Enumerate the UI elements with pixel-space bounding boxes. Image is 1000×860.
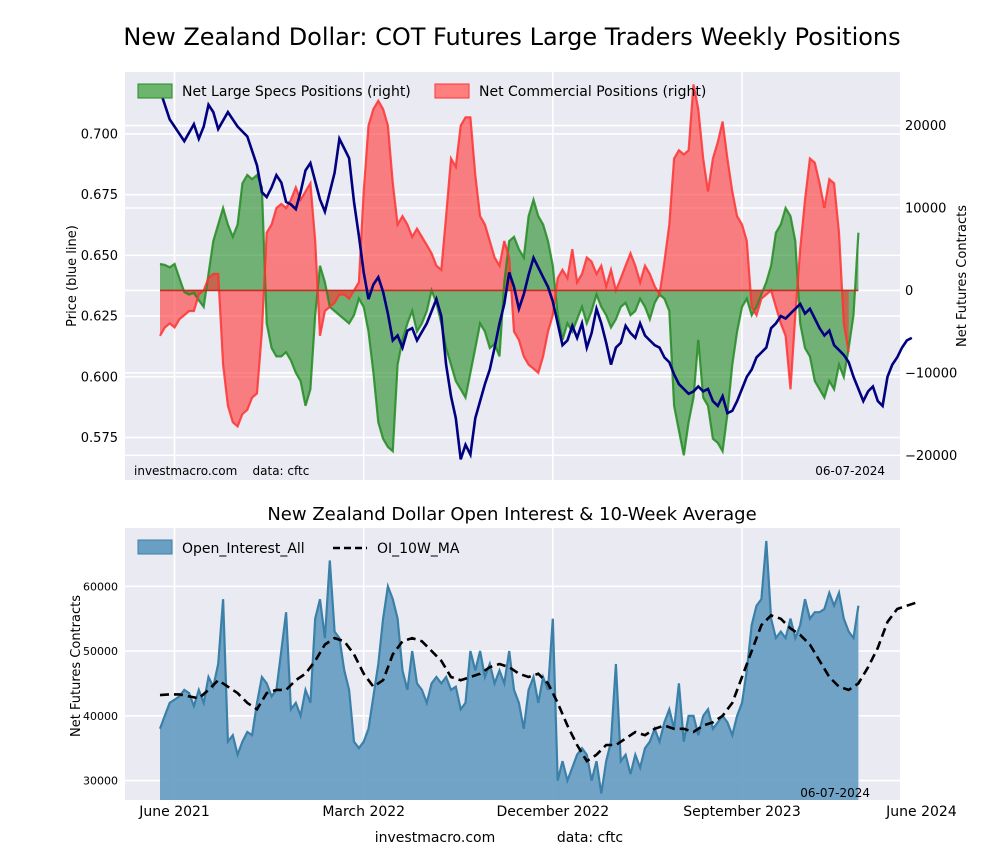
price-tick-label: 0.575: [81, 431, 118, 446]
legend-swatch-open-interest: [137, 539, 173, 555]
bottom-date-annotation: 06-07-2024: [800, 786, 870, 800]
net-large-specs-area: [160, 175, 859, 456]
open-interest-area: [160, 541, 859, 800]
oi-10w-ma-line: [159, 601, 918, 763]
bottom-axis-ticks: 30000 40000 50000 60000: [83, 580, 118, 787]
top-date-annotation: 06-07-2024: [815, 464, 885, 478]
top-source-annotation: investmacro.com data: cftc: [134, 464, 309, 478]
date-tick-label: June 2024: [885, 804, 957, 820]
top-position-areas: [160, 84, 859, 456]
legend-swatch-commercial: [434, 83, 470, 99]
net-commercial-area: [160, 84, 849, 427]
legend-label-commercial: Net Commercial Positions (right): [479, 84, 706, 100]
oi-tick-label: 50000: [83, 645, 118, 658]
figure-title: New Zealand Dollar: COT Futures Large Tr…: [123, 23, 900, 51]
price-tick-label: 0.700: [81, 127, 118, 142]
legend-label-specs: Net Large Specs Positions (right): [182, 84, 411, 100]
net-tick-label: −10000: [905, 366, 957, 381]
net-tick-label: 0: [905, 284, 913, 299]
date-tick-label: September 2023: [683, 804, 800, 820]
net-commercial-line: [159, 84, 850, 429]
net-tick-label: 10000: [905, 202, 946, 217]
price-tick-label: 0.600: [81, 370, 118, 385]
price-line: [158, 89, 913, 460]
date-tick-label: March 2022: [322, 804, 405, 820]
top-left-axis-ticks: 0.575 0.600 0.625 0.650 0.675 0.700: [81, 127, 118, 446]
bottom-open-interest-area: [160, 541, 859, 800]
legend-label-moving-average: OI_10W_MA: [377, 541, 460, 557]
top-right-axis-label: Net Futures Contracts: [955, 205, 970, 347]
top-lines: [158, 84, 913, 460]
oi-tick-label: 30000: [83, 775, 118, 788]
legend-swatch-specs: [137, 83, 173, 99]
bottom-x-axis-ticks: June 2021 March 2022 December 2022 Septembe…: [138, 804, 957, 820]
bottom-panel: New Zealand Dollar Open Interest & 10-We…: [69, 504, 957, 820]
legend-label-open-interest: Open_Interest_All: [182, 541, 305, 557]
oi-tick-label: 60000: [83, 580, 118, 593]
price-tick-label: 0.675: [81, 188, 118, 203]
date-tick-label: December 2022: [497, 804, 610, 820]
top-panel: 0.575 0.600 0.625 0.650 0.675 0.700 −20000 −10…: [65, 72, 970, 480]
bottom-axis-label: Net Futures Contracts: [69, 595, 84, 737]
bottom-legend: Open_Interest_All OI_10W_MA: [137, 539, 460, 557]
date-tick-label: June 2021: [138, 804, 210, 820]
top-left-axis-label: Price (blue line): [65, 225, 80, 327]
bottom-lines: [158, 540, 918, 794]
top-legend: Net Large Specs Positions (right) Net Co…: [137, 83, 706, 100]
net-large-specs-line: [159, 173, 860, 456]
price-tick-label: 0.650: [81, 249, 118, 264]
oi-tick-label: 40000: [83, 710, 118, 723]
top-right-axis-ticks: −20000 −10000 0 10000 20000: [905, 119, 957, 464]
footer-site: investmacro.com: [375, 830, 495, 846]
footer-data-source: data: cftc: [557, 830, 623, 846]
bottom-chart-title: New Zealand Dollar Open Interest & 10-We…: [267, 504, 756, 525]
price-tick-label: 0.625: [81, 310, 118, 325]
net-tick-label: 20000: [905, 119, 946, 134]
net-tick-label: −20000: [905, 449, 957, 464]
